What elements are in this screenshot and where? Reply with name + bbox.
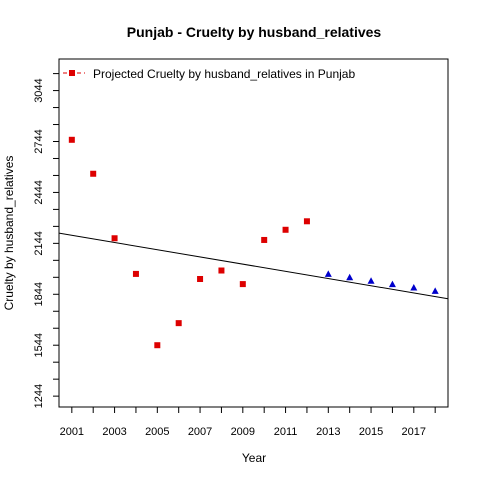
- y-tick-label: 1544: [33, 333, 45, 357]
- data-point: [388, 280, 396, 288]
- data-point: [410, 283, 418, 291]
- data-point: [197, 276, 204, 283]
- y-tick-label: 3044: [33, 78, 45, 102]
- x-tick-label: 2017: [402, 426, 426, 438]
- x-tick-label: 2013: [316, 426, 340, 438]
- x-tick-label: 2015: [359, 426, 383, 438]
- x-axis: 2001 2003 2005 2007 2009 2011 2013 2015 2017: [60, 407, 436, 438]
- trend-line: [58, 232, 449, 300]
- legend: Projected Cruelty by husband_relatives i…: [63, 67, 355, 81]
- data-point: [303, 218, 310, 225]
- data-point: [324, 270, 332, 277]
- data-point: [282, 226, 289, 233]
- x-tick-label: 2001: [60, 426, 84, 438]
- y-tick-label: 2144: [33, 231, 45, 255]
- x-tick-label: 2011: [274, 426, 298, 438]
- data-point: [68, 136, 75, 143]
- legend-marker: [69, 70, 75, 76]
- x-tick-label: 2009: [231, 426, 255, 438]
- data-point: [218, 267, 225, 274]
- data-point: [431, 287, 439, 294]
- y-tick-label: 1844: [33, 282, 45, 306]
- data-point: [175, 320, 182, 327]
- chart-title: Punjab - Cruelty by husband_relatives: [127, 24, 382, 40]
- y-axis: 1244 1544 1844 2144 2444 2744 3044: [33, 73, 59, 408]
- data-point: [239, 281, 246, 288]
- plot-area: [58, 136, 449, 349]
- legend-label: Projected Cruelty by husband_relatives i…: [93, 67, 355, 81]
- y-tick-label: 2444: [33, 180, 45, 204]
- y-axis-label: Cruelty by husband_relatives: [2, 156, 16, 311]
- y-tick-label: 2744: [33, 129, 45, 153]
- data-point: [346, 273, 354, 281]
- x-axis-label: Year: [242, 451, 266, 465]
- data-point: [90, 170, 97, 177]
- data-point: [111, 235, 118, 242]
- data-point: [261, 236, 268, 243]
- data-point: [132, 270, 139, 277]
- x-tick-label: 2003: [102, 426, 126, 438]
- x-tick-label: 2005: [145, 426, 169, 438]
- plot-frame: [58, 58, 449, 408]
- x-tick-label: 2007: [188, 426, 212, 438]
- y-tick-label: 1244: [33, 384, 45, 408]
- data-point: [367, 277, 375, 284]
- data-point: [154, 342, 161, 349]
